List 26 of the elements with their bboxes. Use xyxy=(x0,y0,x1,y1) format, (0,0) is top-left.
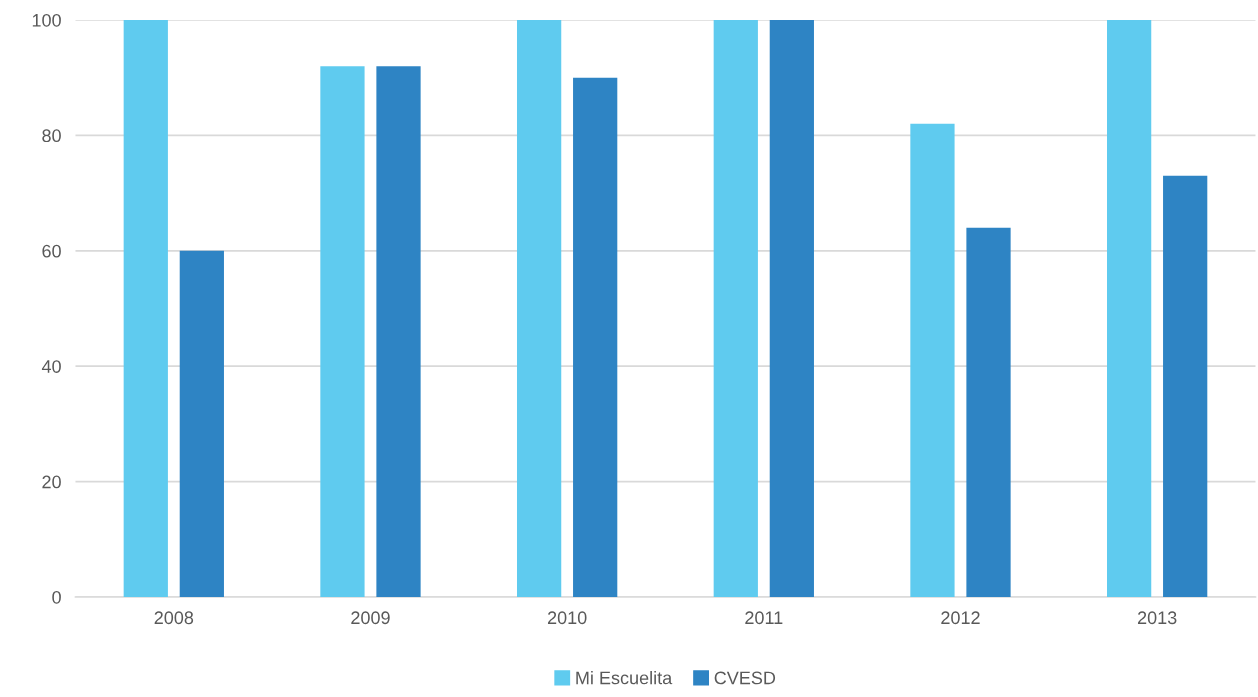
legend-label: Mi Escuelita xyxy=(576,671,673,685)
x-tick-label: 2009 xyxy=(351,611,390,625)
bar xyxy=(1107,20,1152,597)
y-tick-label: 0 xyxy=(52,590,61,604)
bar xyxy=(769,20,814,597)
y-tick-label: 40 xyxy=(41,360,61,373)
y-tick-label: 20 xyxy=(42,475,61,489)
bar xyxy=(910,123,955,597)
bar xyxy=(179,250,224,597)
legend-label: CVESD xyxy=(714,671,776,685)
bar xyxy=(966,227,1011,597)
y-tick-label: 100 xyxy=(32,13,61,27)
x-tick-label: 2010 xyxy=(547,611,587,625)
bar xyxy=(713,20,758,597)
x-tick-label: 2012 xyxy=(941,611,980,625)
x-tick-label: 2008 xyxy=(154,611,194,625)
bar xyxy=(517,20,562,597)
y-tick-label: 60 xyxy=(42,244,61,258)
bar xyxy=(1163,175,1208,597)
x-tick-label: 2013 xyxy=(1137,611,1177,625)
x-tick-label: 2011 xyxy=(745,611,783,625)
bar xyxy=(376,66,421,597)
bar xyxy=(320,66,365,597)
y-tick-label: 80 xyxy=(42,129,61,143)
bar xyxy=(123,20,168,597)
bar xyxy=(573,77,618,597)
